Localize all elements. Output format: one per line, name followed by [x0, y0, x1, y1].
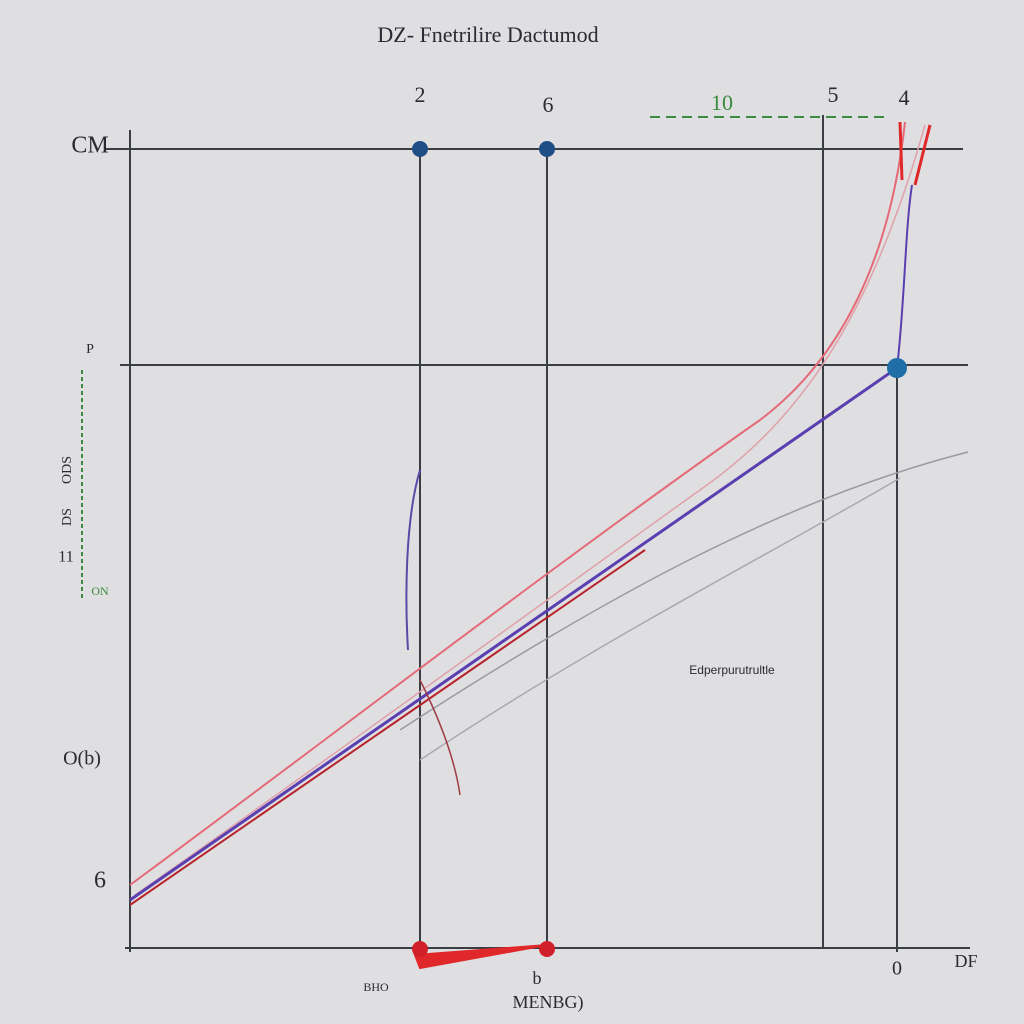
dot: [412, 941, 428, 957]
curve-red: [129, 121, 906, 886]
top-label: 5: [828, 82, 839, 107]
top-label: 4: [899, 85, 910, 110]
curves: [129, 121, 969, 970]
title: DZ- Fnetrilire Dactumod: [377, 22, 598, 47]
line-gray: [399, 451, 969, 731]
dot: [412, 141, 428, 157]
left-label: CM: [71, 133, 108, 159]
bottom-label: 0: [892, 958, 902, 980]
dot: [539, 141, 555, 157]
line-purple: [129, 366, 898, 902]
stroke-purple: [405, 469, 421, 651]
bottom-label: DF: [954, 951, 977, 971]
bottom-label: MENBG): [513, 992, 584, 1013]
top-label: 2: [415, 82, 426, 107]
left-label: P: [86, 342, 94, 357]
left-label: ODS: [60, 456, 75, 484]
curve-pink: [134, 124, 926, 896]
frame-lines: [81, 115, 970, 952]
left-label: ON: [91, 584, 109, 598]
bottom-label: b: [533, 968, 542, 988]
line-red: [129, 549, 646, 906]
red-wedge: [413, 944, 548, 970]
left-label: 6: [94, 868, 106, 894]
dot: [539, 941, 555, 957]
line-gray: [419, 477, 901, 761]
annotation: Edperpurutrultle: [689, 663, 775, 677]
left-label: O(b): [63, 748, 101, 770]
left-label: DS: [60, 508, 75, 526]
bottom-label: BHO: [363, 980, 389, 994]
curve-purple: [896, 184, 913, 369]
dots: [412, 141, 907, 957]
stroke-red: [419, 679, 461, 796]
dot: [887, 358, 907, 378]
top-label: 6: [543, 92, 554, 117]
red-strokes: [898, 121, 932, 186]
top-label: 10: [711, 90, 733, 115]
left-label: 11: [58, 549, 73, 566]
